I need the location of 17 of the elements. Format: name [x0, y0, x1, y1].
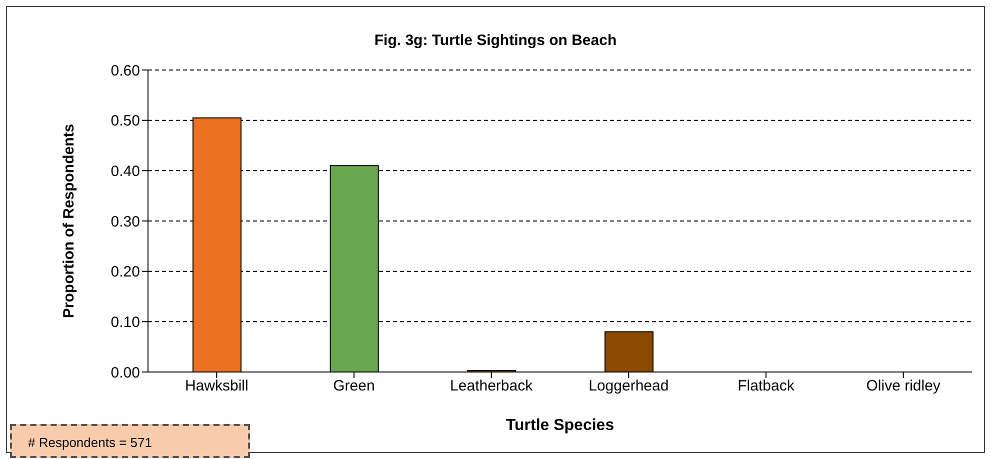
x-tick-label: Green [333, 378, 375, 395]
y-axis-title: Proportion of Respondents [60, 124, 78, 318]
y-tick-label: 0.50 [110, 112, 140, 130]
x-tick-label: Hawksbill [184, 378, 248, 395]
y-tick-label: 0.10 [110, 314, 140, 331]
x-tick-label: Flatback [738, 378, 795, 395]
y-tick-label: 0.60 [110, 62, 140, 80]
x-axis-title: Turtle Species [504, 417, 616, 435]
x-tick-label: Leatherback [450, 378, 534, 395]
y-tick-label: 0.30 [110, 213, 140, 230]
x-tick-label: Olive ridley [866, 378, 941, 395]
chart-title: Fig. 3g: Turtle Sightings on Beach [373, 32, 618, 49]
y-tick-label: 0.20 [110, 264, 140, 281]
x-tick-label: Loggerhead [588, 378, 669, 395]
y-tick-label: 0.00 [110, 364, 140, 382]
y-tick-label: 0.40 [110, 162, 140, 180]
text: # Respondents = 571 [10, 424, 250, 458]
